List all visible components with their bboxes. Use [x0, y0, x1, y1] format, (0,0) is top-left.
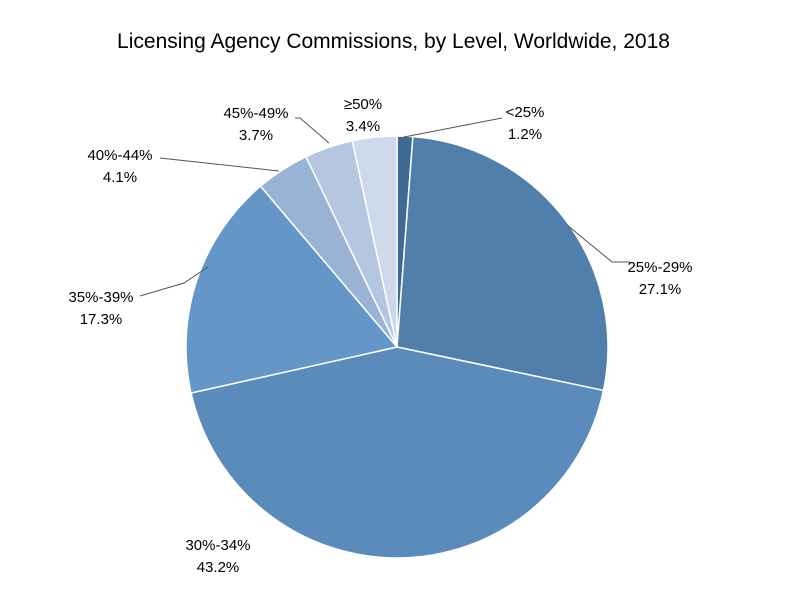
leader-line-3	[139, 266, 209, 297]
leader-line-4	[159, 157, 280, 172]
slice-value-3: 17.3%	[80, 311, 123, 328]
pie-slice-3	[185, 185, 399, 394]
slice-value-6: 3.4%	[346, 118, 380, 135]
leader-line-1	[566, 224, 630, 263]
pie-slices	[185, 135, 609, 559]
slice-label-6: ≥50%	[344, 96, 382, 113]
leader-lines	[139, 117, 630, 297]
slice-label-0: <25%	[506, 104, 545, 121]
chart-title: Licensing Agency Commissions, by Level, …	[117, 30, 670, 53]
slice-label-2: 30%-34%	[185, 537, 250, 554]
leader-line-5	[295, 117, 330, 144]
pie-slice-6	[351, 135, 398, 348]
pie-slice-2	[190, 346, 605, 559]
slice-label-4: 40%-44%	[87, 147, 152, 164]
slice-value-1: 27.1%	[639, 281, 682, 298]
slice-value-4: 4.1%	[103, 169, 137, 186]
slice-label-3: 35%-39%	[68, 289, 133, 306]
slice-value-5: 3.7%	[239, 127, 273, 144]
slice-labels: <25% 1.2% 25%-29% 27.1% 30%-34% 43.2% 35%-39% 1…	[68, 96, 692, 576]
slice-value-2: 43.2%	[197, 559, 240, 576]
slice-label-5: 45%-49%	[223, 105, 288, 122]
slice-label-1: 25%-29%	[627, 259, 692, 276]
leader-line-0	[403, 117, 503, 138]
pie-slice-1	[396, 135, 609, 392]
slice-value-0: 1.2%	[508, 126, 542, 143]
